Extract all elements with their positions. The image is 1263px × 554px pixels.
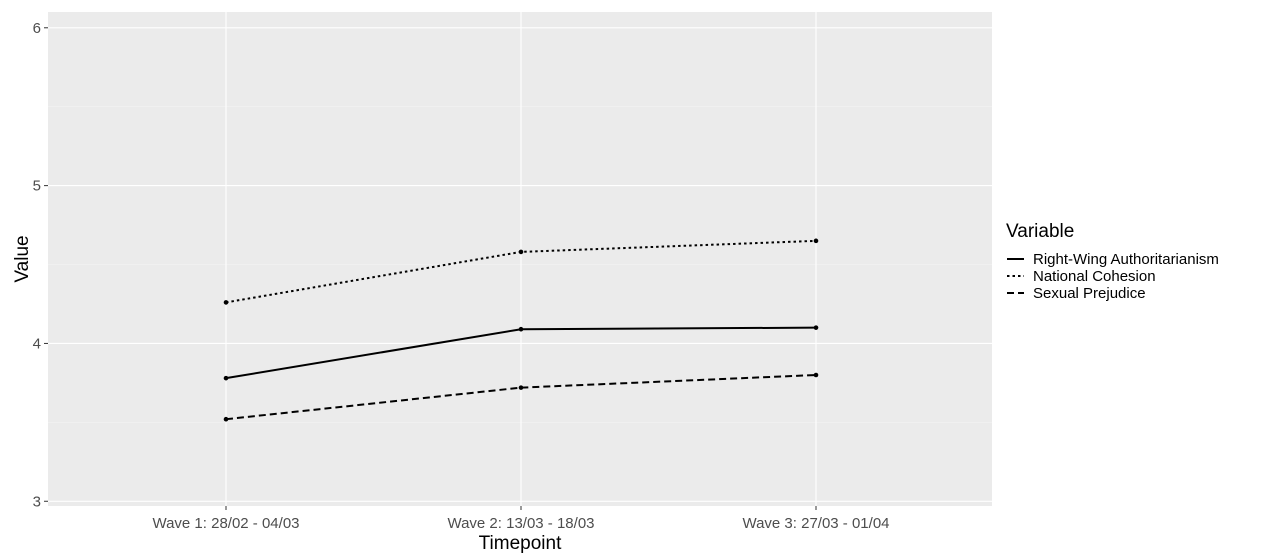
data-point <box>518 249 524 255</box>
y-axis: 3 4 5 6 <box>33 20 48 510</box>
y-tick-label: 4 <box>33 335 41 352</box>
x-axis-title: Timepoint <box>479 533 562 554</box>
legend-label: Right-Wing Authoritarianism <box>1033 251 1219 268</box>
x-tick-label: Wave 3: 27/03 - 01/04 <box>742 515 889 532</box>
x-axis: Wave 1: 28/02 - 04/03 Wave 2: 13/03 - 18/… <box>152 506 890 532</box>
legend-label: Sexual Prejudice <box>1033 285 1146 302</box>
y-axis-title: Value <box>12 235 33 282</box>
y-tick-label: 6 <box>33 20 41 37</box>
data-points <box>223 238 819 422</box>
legend-label: National Cohesion <box>1033 268 1156 285</box>
y-tick-label: 5 <box>33 178 41 195</box>
data-point <box>813 325 819 330</box>
x-tick-label: Wave 2: 13/03 - 18/03 <box>447 515 594 532</box>
data-point <box>813 238 819 244</box>
data-point <box>518 385 524 390</box>
data-point <box>223 375 229 381</box>
data-point <box>813 372 819 378</box>
grid <box>48 12 992 506</box>
legend-title: Variable <box>1006 221 1074 242</box>
y-tick-label: 3 <box>33 493 41 510</box>
legend: Variable Right-Wing AuthoritarianismNati… <box>1006 221 1219 302</box>
data-point <box>223 300 229 305</box>
data-point <box>518 326 524 332</box>
data-point <box>223 416 229 422</box>
x-tick-label: Wave 1: 28/02 - 04/03 <box>152 515 299 532</box>
plot-panel <box>48 12 992 506</box>
